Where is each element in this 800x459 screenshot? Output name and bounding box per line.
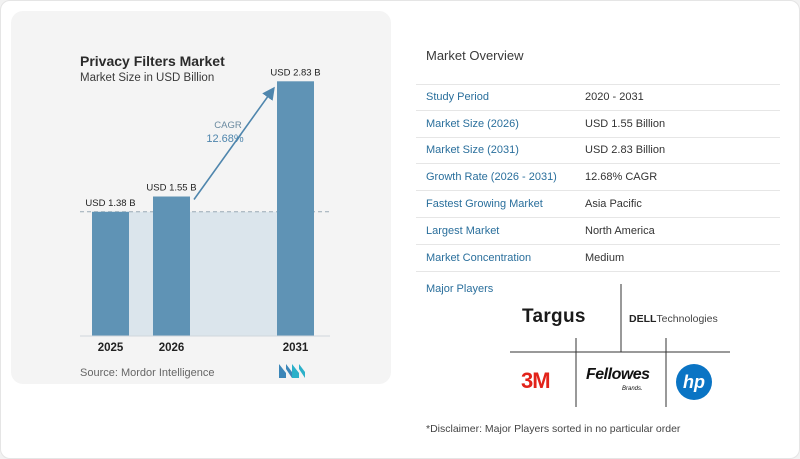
overview-key: Fastest Growing Market bbox=[426, 198, 543, 211]
overview-row: Growth Rate (2026 - 2031) 12.68% CAGR bbox=[416, 164, 780, 192]
overview-row: Study Period 2020 - 2031 bbox=[416, 84, 780, 111]
overview-value: Medium bbox=[585, 251, 625, 264]
overview-key: Study Period bbox=[426, 91, 489, 104]
mordor-logo-icon bbox=[279, 364, 305, 378]
overview-value: North America bbox=[585, 224, 655, 237]
bar-2031 bbox=[277, 81, 314, 336]
major-players-title: Major Players bbox=[426, 283, 494, 295]
source-text: Source: Mordor Intelligence bbox=[80, 367, 215, 379]
dell-logo-bold: DELL bbox=[629, 313, 657, 325]
x-tick-2025: 2025 bbox=[98, 342, 124, 354]
fellowes-logo: Fellowes bbox=[586, 366, 650, 383]
overview-row: Market Size (2031) USD 2.83 Billion bbox=[416, 138, 780, 165]
x-tick-2026: 2026 bbox=[159, 342, 185, 354]
bar-2025 bbox=[92, 211, 129, 336]
overview-row: Market Size (2026) USD 1.55 Billion bbox=[416, 111, 780, 138]
overview-value: Asia Pacific bbox=[585, 198, 642, 211]
targus-logo: Targus bbox=[522, 306, 586, 327]
disclaimer-text: *Disclaimer: Major Players sorted in no … bbox=[426, 423, 681, 435]
x-tick-2031: 2031 bbox=[283, 342, 309, 354]
overview-key: Market Size (2026) bbox=[426, 117, 519, 130]
data-label-2026: USD 1.55 B bbox=[146, 183, 196, 194]
overview-key: Market Concentration bbox=[426, 251, 532, 264]
overview-row: Fastest Growing Market Asia Pacific bbox=[416, 191, 780, 218]
overview-key: Largest Market bbox=[426, 224, 500, 237]
overview-value: 2020 - 2031 bbox=[585, 91, 644, 104]
overview-row: Market Concentration Medium bbox=[416, 245, 780, 272]
overview-key: Market Size (2031) bbox=[426, 144, 519, 157]
cagr-label: CAGR bbox=[214, 120, 242, 131]
bar-2026 bbox=[153, 196, 190, 336]
overview-table: Study Period 2020 - 2031 Market Size (20… bbox=[416, 84, 780, 272]
bar-chart: USD 1.38 B 2025 USD 1.55 B 2026 USD 2.83 B 20… bbox=[80, 67, 330, 354]
chart-title: Privacy Filters Market bbox=[80, 53, 225, 69]
hp-logo: hp bbox=[676, 364, 712, 400]
fellowes-brands-text: Brands. bbox=[622, 386, 643, 392]
chart-subtitle: Market Size in USD Billion bbox=[80, 72, 215, 84]
data-label-2031: USD 2.83 B bbox=[270, 67, 320, 78]
overview-key: Growth Rate (2026 - 2031) bbox=[426, 171, 557, 184]
cagr-arrow bbox=[193, 86, 275, 200]
players-grid-lines bbox=[510, 284, 730, 407]
overview-value: USD 2.83 Billion bbox=[585, 144, 666, 157]
dell-technologies-logo: DELLTechnologies bbox=[629, 313, 718, 325]
3m-logo: 3M bbox=[521, 368, 551, 393]
overview-row: Largest Market North America bbox=[416, 218, 780, 245]
cagr-value: 12.68% bbox=[206, 133, 244, 145]
overview-title: Market Overview bbox=[426, 48, 524, 63]
dell-logo-rest: Technologies bbox=[656, 313, 718, 325]
overview-value: 12.68% CAGR bbox=[585, 171, 658, 184]
overview-value: USD 1.55 Billion bbox=[585, 117, 666, 130]
data-label-2025: USD 1.38 B bbox=[85, 198, 135, 209]
